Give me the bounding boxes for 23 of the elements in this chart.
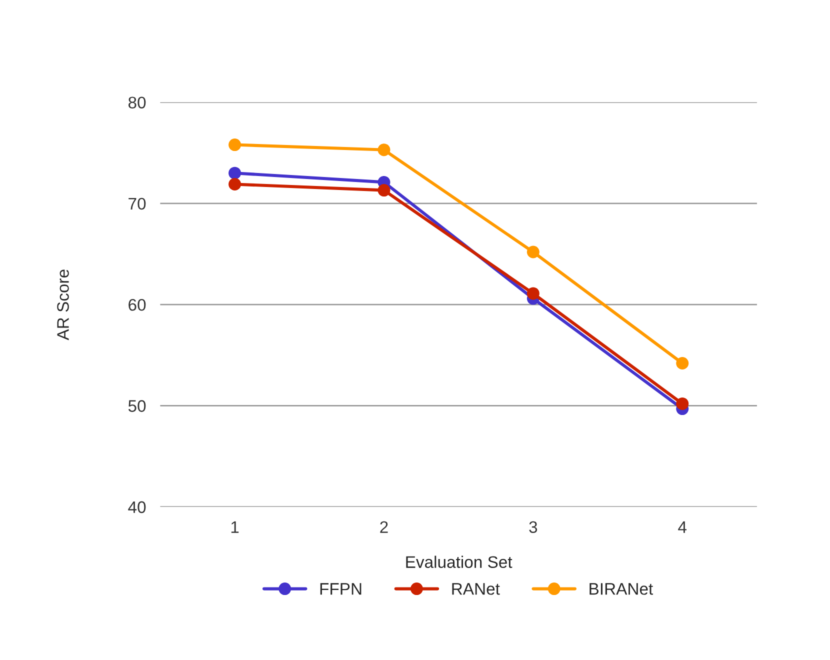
- x-axis-title: Evaluation Set: [406, 556, 512, 568]
- y-tick-label: 40: [128, 501, 146, 514]
- y-tick-label: 50: [128, 400, 146, 412]
- y-axis-title: AR Score: [57, 270, 69, 340]
- x-tick-label: 1: [231, 521, 239, 533]
- point: [228, 138, 242, 152]
- point: [526, 246, 540, 258]
- point: [228, 178, 242, 190]
- x-tick-label: 2: [380, 521, 388, 533]
- x-tick-label: 4: [678, 521, 687, 533]
- legend-label: RANet: [452, 583, 500, 595]
- point: [378, 144, 390, 156]
- point: [676, 397, 689, 410]
- point: [378, 184, 390, 197]
- point: [228, 166, 242, 180]
- y-tick-label: 70: [128, 198, 146, 210]
- legend-label: FFPN: [320, 583, 362, 595]
- y-tick-label: 60: [128, 298, 146, 311]
- x-tick-label: 3: [529, 521, 538, 534]
- point: [676, 357, 689, 370]
- point: [526, 287, 540, 300]
- legend-label: BIRANet: [590, 583, 654, 595]
- y-tick-label: 80: [128, 96, 146, 109]
